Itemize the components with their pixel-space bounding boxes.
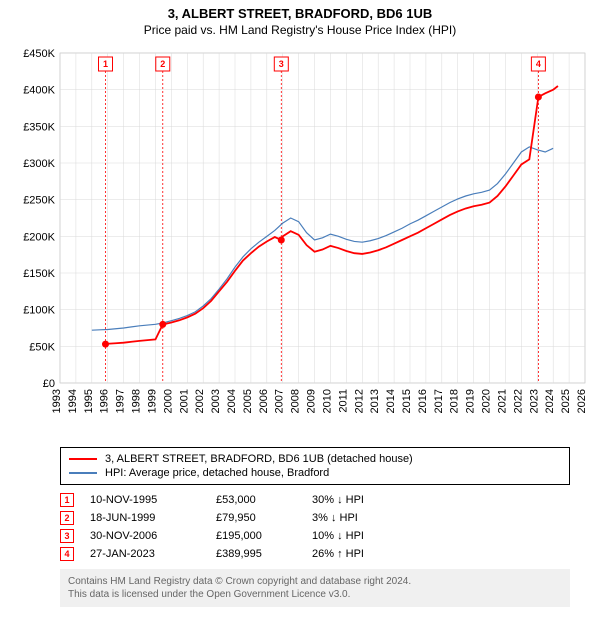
x-axis-label: 2006 xyxy=(258,389,270,413)
x-axis-label: 2000 xyxy=(162,389,174,413)
x-axis-label: 2018 xyxy=(449,389,461,413)
y-axis-label: £350K xyxy=(23,121,55,133)
x-axis-label: 2014 xyxy=(385,389,397,413)
sales-pct: 10% ↓ HPI xyxy=(312,530,412,542)
attribution-line1: Contains HM Land Registry data © Crown c… xyxy=(68,575,562,588)
sales-pct: 3% ↓ HPI xyxy=(312,512,412,524)
x-axis-label: 1998 xyxy=(131,389,143,413)
sales-index-box: 4 xyxy=(60,547,74,561)
x-axis-label: 2005 xyxy=(242,389,254,413)
x-axis-label: 2009 xyxy=(306,389,318,413)
sales-table: 1 10-NOV-1995 £53,000 30% ↓ HPI 2 18-JUN-1999… xyxy=(60,491,570,563)
legend-label: 3, ALBERT STREET, BRADFORD, BD6 1UB (det… xyxy=(105,453,413,465)
sales-index-box: 1 xyxy=(60,493,74,507)
sales-date: 18-JUN-1999 xyxy=(90,512,200,524)
callout-number: 1 xyxy=(103,59,108,69)
x-axis-label: 2010 xyxy=(321,389,333,413)
sales-row: 3 30-NOV-2006 £195,000 10% ↓ HPI xyxy=(60,527,570,545)
x-axis-label: 2002 xyxy=(194,389,206,413)
sales-date: 27-JAN-2023 xyxy=(90,548,200,560)
x-axis-label: 1994 xyxy=(67,389,79,413)
x-axis-label: 2016 xyxy=(417,389,429,413)
legend-swatch xyxy=(69,472,97,474)
sales-row: 1 10-NOV-1995 £53,000 30% ↓ HPI xyxy=(60,491,570,509)
y-axis-label: £50K xyxy=(29,341,55,353)
sale-marker xyxy=(159,321,166,328)
page-subtitle: Price paid vs. HM Land Registry's House … xyxy=(0,23,600,43)
y-axis-label: £450K xyxy=(23,48,55,60)
callout-number: 4 xyxy=(536,59,541,69)
price-chart: £0 £50K £100K £150K £200K £250K £300K £350K £400… xyxy=(0,43,600,443)
legend-swatch xyxy=(69,458,97,460)
x-axis-label: 2007 xyxy=(274,389,286,413)
sales-date: 30-NOV-2006 xyxy=(90,530,200,542)
sales-date: 10-NOV-1995 xyxy=(90,494,200,506)
chart-legend: 3, ALBERT STREET, BRADFORD, BD6 1UB (det… xyxy=(60,447,570,485)
x-axis-label: 1996 xyxy=(99,389,111,413)
x-axis-label: 2017 xyxy=(433,389,445,413)
x-axis-label: 2019 xyxy=(465,389,477,413)
sales-row: 2 18-JUN-1999 £79,950 3% ↓ HPI xyxy=(60,509,570,527)
y-axis-label: £250K xyxy=(23,195,55,207)
x-axis-label: 2026 xyxy=(576,389,588,413)
sales-index-box: 3 xyxy=(60,529,74,543)
chart-svg: £0 £50K £100K £150K £200K £250K £300K £350K £400… xyxy=(0,43,600,443)
legend-item: HPI: Average price, detached house, Brad… xyxy=(69,466,561,480)
x-axis-label: 2025 xyxy=(560,389,572,413)
sale-marker xyxy=(102,341,109,348)
x-axis-label: 2012 xyxy=(353,389,365,413)
x-axis-label: 2003 xyxy=(210,389,222,413)
sales-price: £389,995 xyxy=(216,548,296,560)
x-axis-label: 2022 xyxy=(512,389,524,413)
sales-pct: 30% ↓ HPI xyxy=(312,494,412,506)
y-axis-label: £100K xyxy=(23,305,55,317)
x-axis-label: 2013 xyxy=(369,389,381,413)
y-axis-label: £0 xyxy=(43,378,55,390)
sale-marker xyxy=(535,94,542,101)
page-title: 3, ALBERT STREET, BRADFORD, BD6 1UB xyxy=(0,0,600,23)
x-axis-label: 1999 xyxy=(146,389,158,413)
attribution-text: Contains HM Land Registry data © Crown c… xyxy=(60,569,570,607)
x-axis-label: 2024 xyxy=(544,389,556,413)
x-axis-label: 2021 xyxy=(496,389,508,413)
sale-marker xyxy=(278,237,285,244)
sales-index-box: 2 xyxy=(60,511,74,525)
sales-price: £195,000 xyxy=(216,530,296,542)
y-axis-label: £400K xyxy=(23,85,55,97)
x-axis-label: 2020 xyxy=(481,389,493,413)
sales-pct: 26% ↑ HPI xyxy=(312,548,412,560)
legend-item: 3, ALBERT STREET, BRADFORD, BD6 1UB (det… xyxy=(69,452,561,466)
y-axis-label: £150K xyxy=(23,268,55,280)
callout-number: 2 xyxy=(160,59,165,69)
sales-row: 4 27-JAN-2023 £389,995 26% ↑ HPI xyxy=(60,545,570,563)
x-axis-label: 2015 xyxy=(401,389,413,413)
x-axis-label: 1993 xyxy=(51,389,63,413)
x-axis-label: 2004 xyxy=(226,389,238,413)
x-axis-label: 2001 xyxy=(178,389,190,413)
sales-price: £53,000 xyxy=(216,494,296,506)
legend-label: HPI: Average price, detached house, Brad… xyxy=(105,467,329,479)
y-axis-label: £200K xyxy=(23,231,55,243)
x-axis-label: 2008 xyxy=(290,389,302,413)
sales-price: £79,950 xyxy=(216,512,296,524)
x-axis-label: 2011 xyxy=(337,389,349,413)
x-axis-label: 1995 xyxy=(83,389,95,413)
callout-number: 3 xyxy=(279,59,284,69)
x-axis-label: 1997 xyxy=(115,389,127,413)
y-axis-label: £300K xyxy=(23,158,55,170)
x-axis-label: 2023 xyxy=(528,389,540,413)
attribution-line2: This data is licensed under the Open Gov… xyxy=(68,588,562,601)
